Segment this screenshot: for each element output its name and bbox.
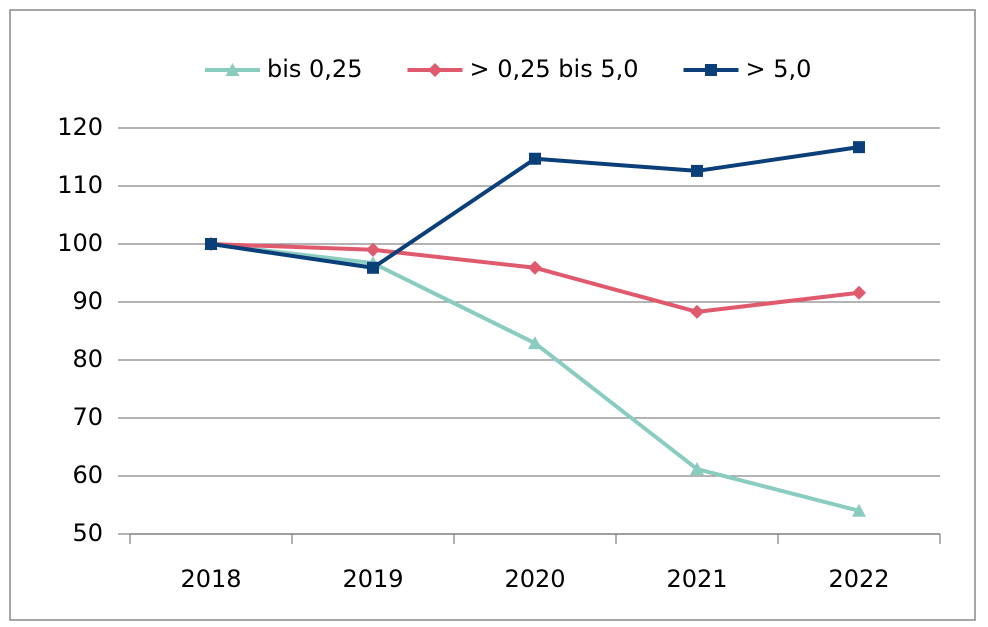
x-tick-label: 2019 [342, 565, 403, 593]
data-point [691, 164, 703, 177]
x-tick-label: 2022 [828, 565, 889, 593]
legend-label: > 5,0 [746, 55, 812, 83]
data-point [528, 260, 542, 275]
legend-label: > 0,25 bis 5,0 [469, 55, 638, 83]
y-tick-label: 110 [57, 171, 103, 199]
legend-marker [427, 63, 442, 77]
x-tick-label: 2018 [180, 565, 241, 593]
data-point [690, 462, 704, 476]
data-point [366, 242, 380, 257]
y-tick-label: 50 [72, 519, 103, 547]
y-tick-label: 100 [57, 229, 103, 257]
x-tick-label: 2020 [504, 565, 565, 593]
data-point [367, 261, 379, 274]
y-tick-label: 80 [72, 345, 103, 373]
data-point [852, 503, 866, 517]
data-point [690, 304, 704, 319]
y-tick-label: 90 [72, 287, 103, 315]
legend-label: bis 0,25 [267, 55, 362, 83]
data-point [529, 152, 541, 165]
data-point [205, 238, 217, 250]
legend-marker [225, 63, 240, 76]
y-tick-label: 60 [72, 461, 103, 489]
data-point [852, 285, 866, 300]
legend-marker [705, 64, 717, 76]
data-point [528, 336, 542, 350]
y-tick-label: 70 [72, 403, 103, 431]
data-point [853, 141, 865, 154]
x-tick-label: 2021 [666, 565, 727, 593]
chart-frame [9, 9, 976, 621]
y-tick-label: 120 [57, 113, 103, 141]
